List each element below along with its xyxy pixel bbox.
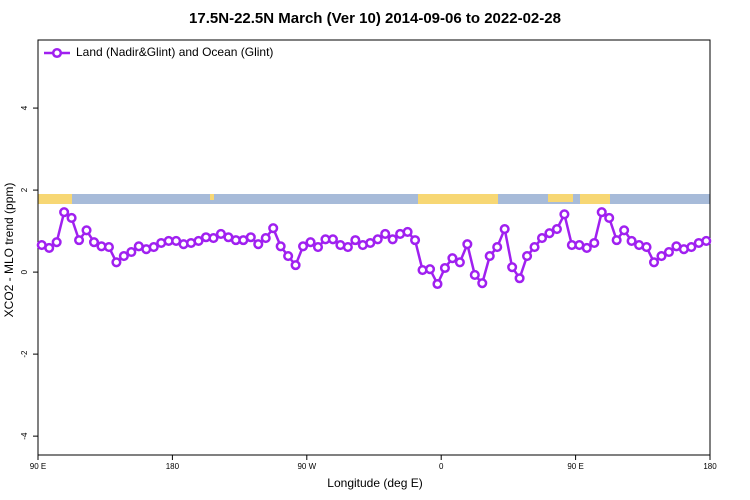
y-tick-label: -4 bbox=[20, 432, 29, 440]
data-point bbox=[103, 242, 114, 253]
land-strip bbox=[580, 194, 610, 204]
data-point bbox=[581, 242, 592, 253]
data-point bbox=[439, 262, 450, 274]
data-point bbox=[88, 237, 100, 248]
ocean-strip bbox=[38, 194, 710, 204]
land-strip bbox=[38, 194, 72, 204]
legend-marker bbox=[51, 47, 63, 59]
data-point bbox=[59, 207, 70, 218]
data-point bbox=[365, 237, 376, 249]
data-point bbox=[641, 242, 652, 253]
data-point bbox=[290, 260, 301, 271]
data-point bbox=[701, 235, 712, 246]
data-point bbox=[432, 278, 443, 290]
data-point bbox=[499, 223, 510, 235]
y-axis-label: XCO2 - MLO trend (ppm) bbox=[2, 183, 16, 318]
data-point bbox=[245, 232, 256, 243]
data-point bbox=[522, 251, 533, 262]
data-point bbox=[268, 223, 279, 234]
data-point bbox=[283, 251, 294, 262]
data-point bbox=[387, 234, 398, 245]
data-point bbox=[611, 235, 622, 246]
data-point bbox=[648, 257, 660, 268]
x-tick-label: 180 bbox=[166, 462, 180, 471]
data-point bbox=[305, 237, 316, 248]
data-point bbox=[424, 264, 436, 275]
data-point bbox=[462, 239, 473, 250]
data-point bbox=[477, 278, 488, 289]
data-point bbox=[686, 242, 697, 253]
data-point bbox=[372, 234, 383, 245]
land-strip bbox=[548, 194, 573, 202]
y-tick-label: 4 bbox=[20, 105, 29, 110]
land-ocean-band bbox=[38, 194, 710, 204]
x-tick-label: 90 E bbox=[30, 462, 46, 471]
data-point bbox=[148, 242, 159, 253]
data-point bbox=[447, 253, 458, 264]
data-point bbox=[410, 235, 421, 246]
data-point bbox=[66, 212, 77, 224]
data-point bbox=[626, 235, 637, 246]
data-point bbox=[111, 257, 122, 268]
land-strip bbox=[210, 194, 214, 200]
data-point bbox=[619, 225, 630, 236]
data-point bbox=[663, 246, 674, 258]
data-point bbox=[544, 228, 555, 239]
data-point bbox=[260, 233, 271, 244]
data-point bbox=[253, 239, 264, 250]
data-point bbox=[193, 235, 204, 246]
data-point bbox=[454, 257, 465, 268]
data-point bbox=[402, 226, 413, 237]
x-tick-label: 180 bbox=[703, 462, 717, 471]
data-point bbox=[536, 233, 548, 244]
data-point bbox=[342, 242, 353, 253]
data-point bbox=[492, 242, 503, 253]
data-point bbox=[74, 235, 85, 246]
data-point bbox=[604, 212, 615, 224]
land-strip bbox=[418, 194, 498, 204]
data-point bbox=[81, 225, 92, 236]
data-point bbox=[298, 241, 309, 252]
data-point bbox=[656, 251, 667, 262]
data-point bbox=[275, 241, 286, 252]
data-point bbox=[380, 228, 391, 240]
data-point bbox=[551, 223, 562, 235]
data-point bbox=[529, 242, 540, 253]
data-point bbox=[208, 233, 219, 244]
data-point bbox=[484, 251, 495, 262]
data-point bbox=[469, 269, 480, 281]
data-point bbox=[596, 207, 607, 218]
chart-title: 17.5N-22.5N March (Ver 10) 2014-09-06 to… bbox=[189, 10, 561, 27]
data-point bbox=[350, 235, 361, 246]
data-point bbox=[51, 237, 62, 248]
x-tick-label: 90 E bbox=[567, 462, 583, 471]
x-tick-label: 90 W bbox=[297, 462, 316, 471]
y-tick-label: 2 bbox=[20, 187, 29, 192]
data-point bbox=[327, 234, 338, 245]
y-tick-label: -2 bbox=[20, 350, 29, 358]
y-tick-label: 0 bbox=[20, 269, 29, 274]
x-tick-label: 0 bbox=[439, 462, 444, 471]
data-point bbox=[126, 246, 137, 258]
legend-label: Land (Nadir&Glint) and Ocean (Glint) bbox=[76, 45, 273, 59]
data-point bbox=[44, 242, 55, 253]
data-point bbox=[589, 237, 600, 249]
data-point bbox=[118, 251, 129, 262]
data-point bbox=[514, 273, 525, 284]
data-point bbox=[312, 242, 324, 253]
data-point bbox=[507, 262, 518, 273]
x-axis-label: Longitude (deg E) bbox=[327, 476, 422, 490]
data-point bbox=[559, 209, 570, 220]
